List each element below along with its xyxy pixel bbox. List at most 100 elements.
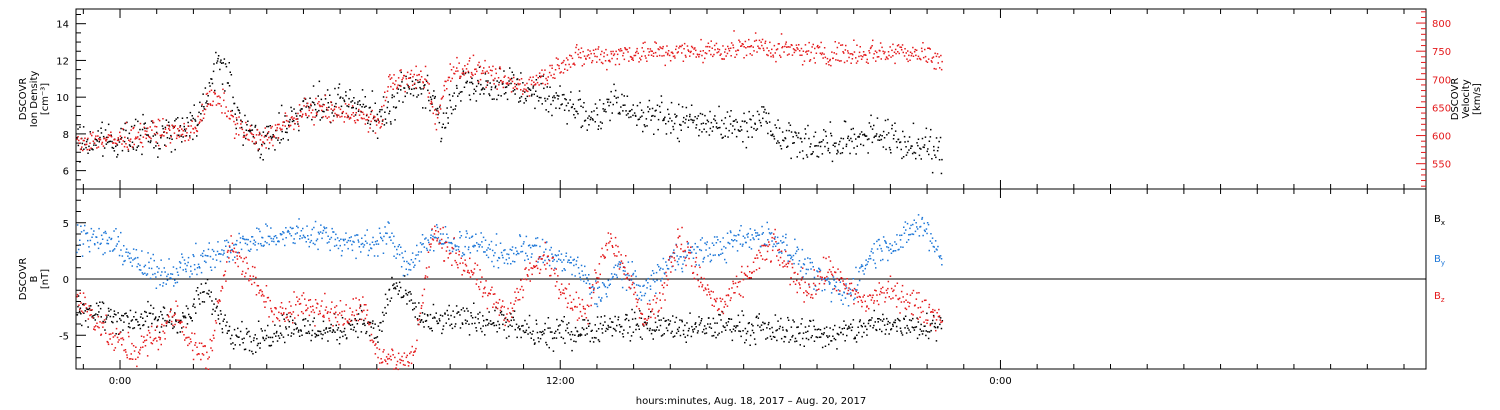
data-point: [230, 110, 232, 113]
data-point: [688, 327, 690, 330]
data-point: [341, 331, 343, 333]
data-point: [395, 367, 397, 369]
data-point: [409, 269, 412, 271]
data-point: [933, 325, 936, 328]
data-point: [920, 47, 923, 50]
data-point: [917, 55, 920, 58]
data-point: [933, 145, 935, 148]
data-point: [244, 242, 247, 245]
data-point: [81, 142, 84, 145]
data-point: [678, 47, 680, 49]
data-point: [894, 130, 897, 132]
data-point: [648, 299, 651, 302]
data-point: [91, 316, 94, 319]
data-point: [338, 343, 341, 345]
data-point: [923, 144, 926, 146]
data-point: [328, 317, 330, 320]
data-point: [507, 325, 510, 328]
data-point: [738, 130, 740, 132]
data-point: [905, 52, 907, 54]
data-point: [440, 98, 443, 100]
data-point: [693, 48, 695, 50]
data-point: [654, 110, 656, 112]
data-point: [640, 109, 643, 111]
data-point: [216, 250, 219, 253]
data-point: [102, 135, 105, 138]
data-point: [698, 53, 701, 56]
data-point: [905, 229, 907, 231]
data-point: [804, 326, 807, 328]
data-point: [781, 131, 784, 133]
data-point: [926, 312, 928, 315]
data-point: [408, 362, 410, 364]
data-point: [587, 319, 589, 322]
data-point: [230, 249, 233, 251]
data-point: [622, 104, 624, 106]
data-point: [118, 333, 121, 335]
data-point: [200, 271, 203, 274]
data-point: [746, 130, 749, 133]
data-point: [475, 327, 477, 329]
data-point: [728, 318, 730, 320]
data-point: [410, 69, 413, 72]
data-point: [520, 245, 523, 247]
data-point: [378, 227, 381, 230]
data-point: [856, 334, 858, 336]
data-point: [592, 341, 595, 343]
data-point: [332, 325, 334, 327]
data-point: [579, 98, 581, 101]
data-point: [393, 287, 395, 290]
data-point: [302, 113, 304, 116]
data-point: [787, 46, 790, 48]
data-point: [260, 295, 263, 297]
data-point: [253, 137, 256, 139]
data-point: [909, 331, 912, 333]
data-point: [606, 68, 608, 71]
data-point: [360, 309, 363, 312]
data-point: [404, 95, 406, 98]
data-point: [432, 303, 435, 306]
data-point: [101, 322, 103, 324]
data-point: [658, 265, 660, 268]
data-point: [525, 88, 527, 91]
data-point: [578, 90, 581, 92]
data-point: [154, 329, 157, 331]
data-point: [756, 315, 758, 318]
data-point: [460, 100, 462, 102]
data-point: [908, 234, 910, 236]
data-point: [870, 114, 872, 117]
data-point: [132, 327, 134, 330]
data-point: [757, 234, 759, 236]
data-point: [151, 342, 154, 345]
data-point: [777, 140, 779, 142]
data-point: [707, 45, 709, 48]
data-point: [478, 322, 480, 324]
data-point: [82, 139, 85, 142]
data-point: [273, 135, 275, 137]
data-point: [332, 329, 334, 331]
data-point: [795, 49, 797, 52]
data-point: [288, 326, 290, 328]
data-point: [348, 103, 350, 106]
data-point: [141, 153, 143, 156]
data-point: [179, 266, 181, 269]
data-point: [428, 92, 431, 94]
data-point: [832, 276, 835, 278]
data-point: [611, 57, 613, 60]
data-point: [355, 330, 357, 333]
data-point: [318, 109, 320, 112]
data-point: [506, 253, 508, 255]
data-point: [282, 238, 284, 241]
data-point: [112, 336, 115, 338]
data-point: [252, 242, 255, 245]
data-point: [432, 317, 434, 319]
data-point: [822, 57, 824, 59]
data-point: [219, 61, 222, 63]
data-point: [573, 114, 575, 116]
data-point: [411, 80, 414, 83]
data-point: [684, 324, 686, 327]
data-point: [172, 125, 174, 128]
data-point: [102, 155, 104, 157]
data-point: [879, 42, 882, 44]
data-point: [600, 53, 602, 56]
